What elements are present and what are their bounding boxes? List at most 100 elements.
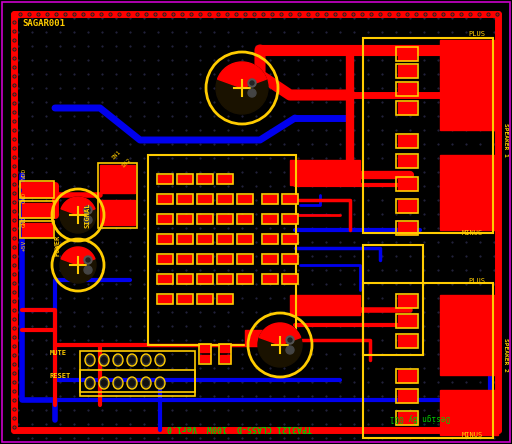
Bar	[22, 183, 52, 197]
Circle shape	[248, 79, 256, 87]
Bar	[197, 274, 213, 284]
Text: SPEAKER 2: SPEAKER 2	[503, 338, 508, 372]
Bar	[282, 194, 298, 204]
Circle shape	[86, 258, 90, 262]
Text: SIGNAL: SIGNAL	[85, 202, 91, 228]
Bar	[237, 234, 253, 244]
Bar	[440, 390, 498, 435]
Circle shape	[60, 197, 96, 233]
Bar	[157, 294, 173, 304]
Bar	[263, 195, 277, 203]
Bar	[396, 334, 418, 348]
Bar	[200, 345, 210, 352]
Bar	[218, 215, 232, 223]
Circle shape	[286, 346, 294, 354]
Bar	[262, 214, 278, 224]
Text: SPEAKER 1: SPEAKER 1	[503, 123, 508, 157]
Bar	[220, 345, 230, 352]
Bar	[158, 215, 172, 223]
Ellipse shape	[143, 357, 148, 363]
Bar	[440, 155, 498, 230]
Bar	[398, 370, 416, 382]
Bar	[218, 295, 232, 303]
Circle shape	[84, 216, 92, 224]
Bar	[177, 294, 193, 304]
Bar	[396, 389, 418, 403]
Text: MUTE: MUTE	[50, 350, 67, 356]
Ellipse shape	[85, 354, 95, 366]
Ellipse shape	[127, 377, 137, 389]
Ellipse shape	[113, 377, 123, 389]
Bar	[158, 295, 172, 303]
Bar	[398, 335, 416, 347]
Bar	[197, 294, 213, 304]
Circle shape	[258, 323, 302, 367]
Text: TPA3121 CLASS-D  100W  Ver1.0: TPA3121 CLASS-D 100W Ver1.0	[167, 423, 312, 432]
Wedge shape	[61, 247, 95, 265]
Bar	[198, 235, 212, 243]
Bar	[262, 194, 278, 204]
Bar	[396, 199, 418, 213]
Text: VDD: VDD	[22, 168, 27, 179]
Bar	[396, 221, 418, 235]
Bar	[398, 135, 416, 147]
Bar	[218, 255, 232, 263]
Bar	[440, 295, 498, 375]
Bar	[100, 200, 135, 225]
Bar	[282, 254, 298, 264]
Bar	[283, 235, 297, 243]
Bar	[290, 160, 360, 185]
Bar	[396, 369, 418, 383]
Bar	[157, 214, 173, 224]
Bar	[20, 181, 54, 198]
Bar	[263, 235, 277, 243]
Bar	[198, 275, 212, 283]
Bar	[363, 38, 493, 233]
Bar	[177, 234, 193, 244]
Bar	[218, 235, 232, 243]
Circle shape	[84, 256, 92, 264]
Bar	[198, 195, 212, 203]
Bar	[398, 65, 416, 77]
Bar	[178, 235, 192, 243]
Bar	[198, 215, 212, 223]
Text: PLUS: PLUS	[468, 31, 485, 37]
Bar	[398, 390, 416, 402]
Ellipse shape	[127, 354, 137, 366]
Bar	[396, 177, 418, 191]
Ellipse shape	[130, 357, 135, 363]
Ellipse shape	[155, 377, 165, 389]
Bar	[158, 175, 172, 183]
Bar	[263, 215, 277, 223]
Bar	[197, 214, 213, 224]
Ellipse shape	[101, 357, 106, 363]
Bar	[396, 154, 418, 168]
Bar	[238, 255, 252, 263]
Circle shape	[286, 336, 294, 344]
Circle shape	[86, 208, 90, 212]
Bar	[197, 234, 213, 244]
Bar	[157, 274, 173, 284]
Wedge shape	[61, 197, 95, 215]
Bar	[178, 215, 192, 223]
Text: IN2: IN2	[120, 158, 132, 169]
Circle shape	[250, 81, 254, 85]
Bar	[217, 174, 233, 184]
Bar	[217, 294, 233, 304]
Bar	[199, 344, 211, 364]
Bar	[398, 315, 416, 327]
Bar	[238, 235, 252, 243]
Bar	[157, 194, 173, 204]
Text: GND: GND	[22, 216, 27, 227]
Bar	[398, 102, 416, 114]
Bar	[217, 254, 233, 264]
Bar	[282, 214, 298, 224]
Bar	[178, 175, 192, 183]
Bar	[218, 275, 232, 283]
Text: PLUS: PLUS	[468, 278, 485, 284]
Ellipse shape	[99, 354, 109, 366]
Text: MINUS: MINUS	[462, 432, 483, 438]
Bar	[283, 275, 297, 283]
Bar	[238, 215, 252, 223]
Bar	[398, 295, 416, 307]
